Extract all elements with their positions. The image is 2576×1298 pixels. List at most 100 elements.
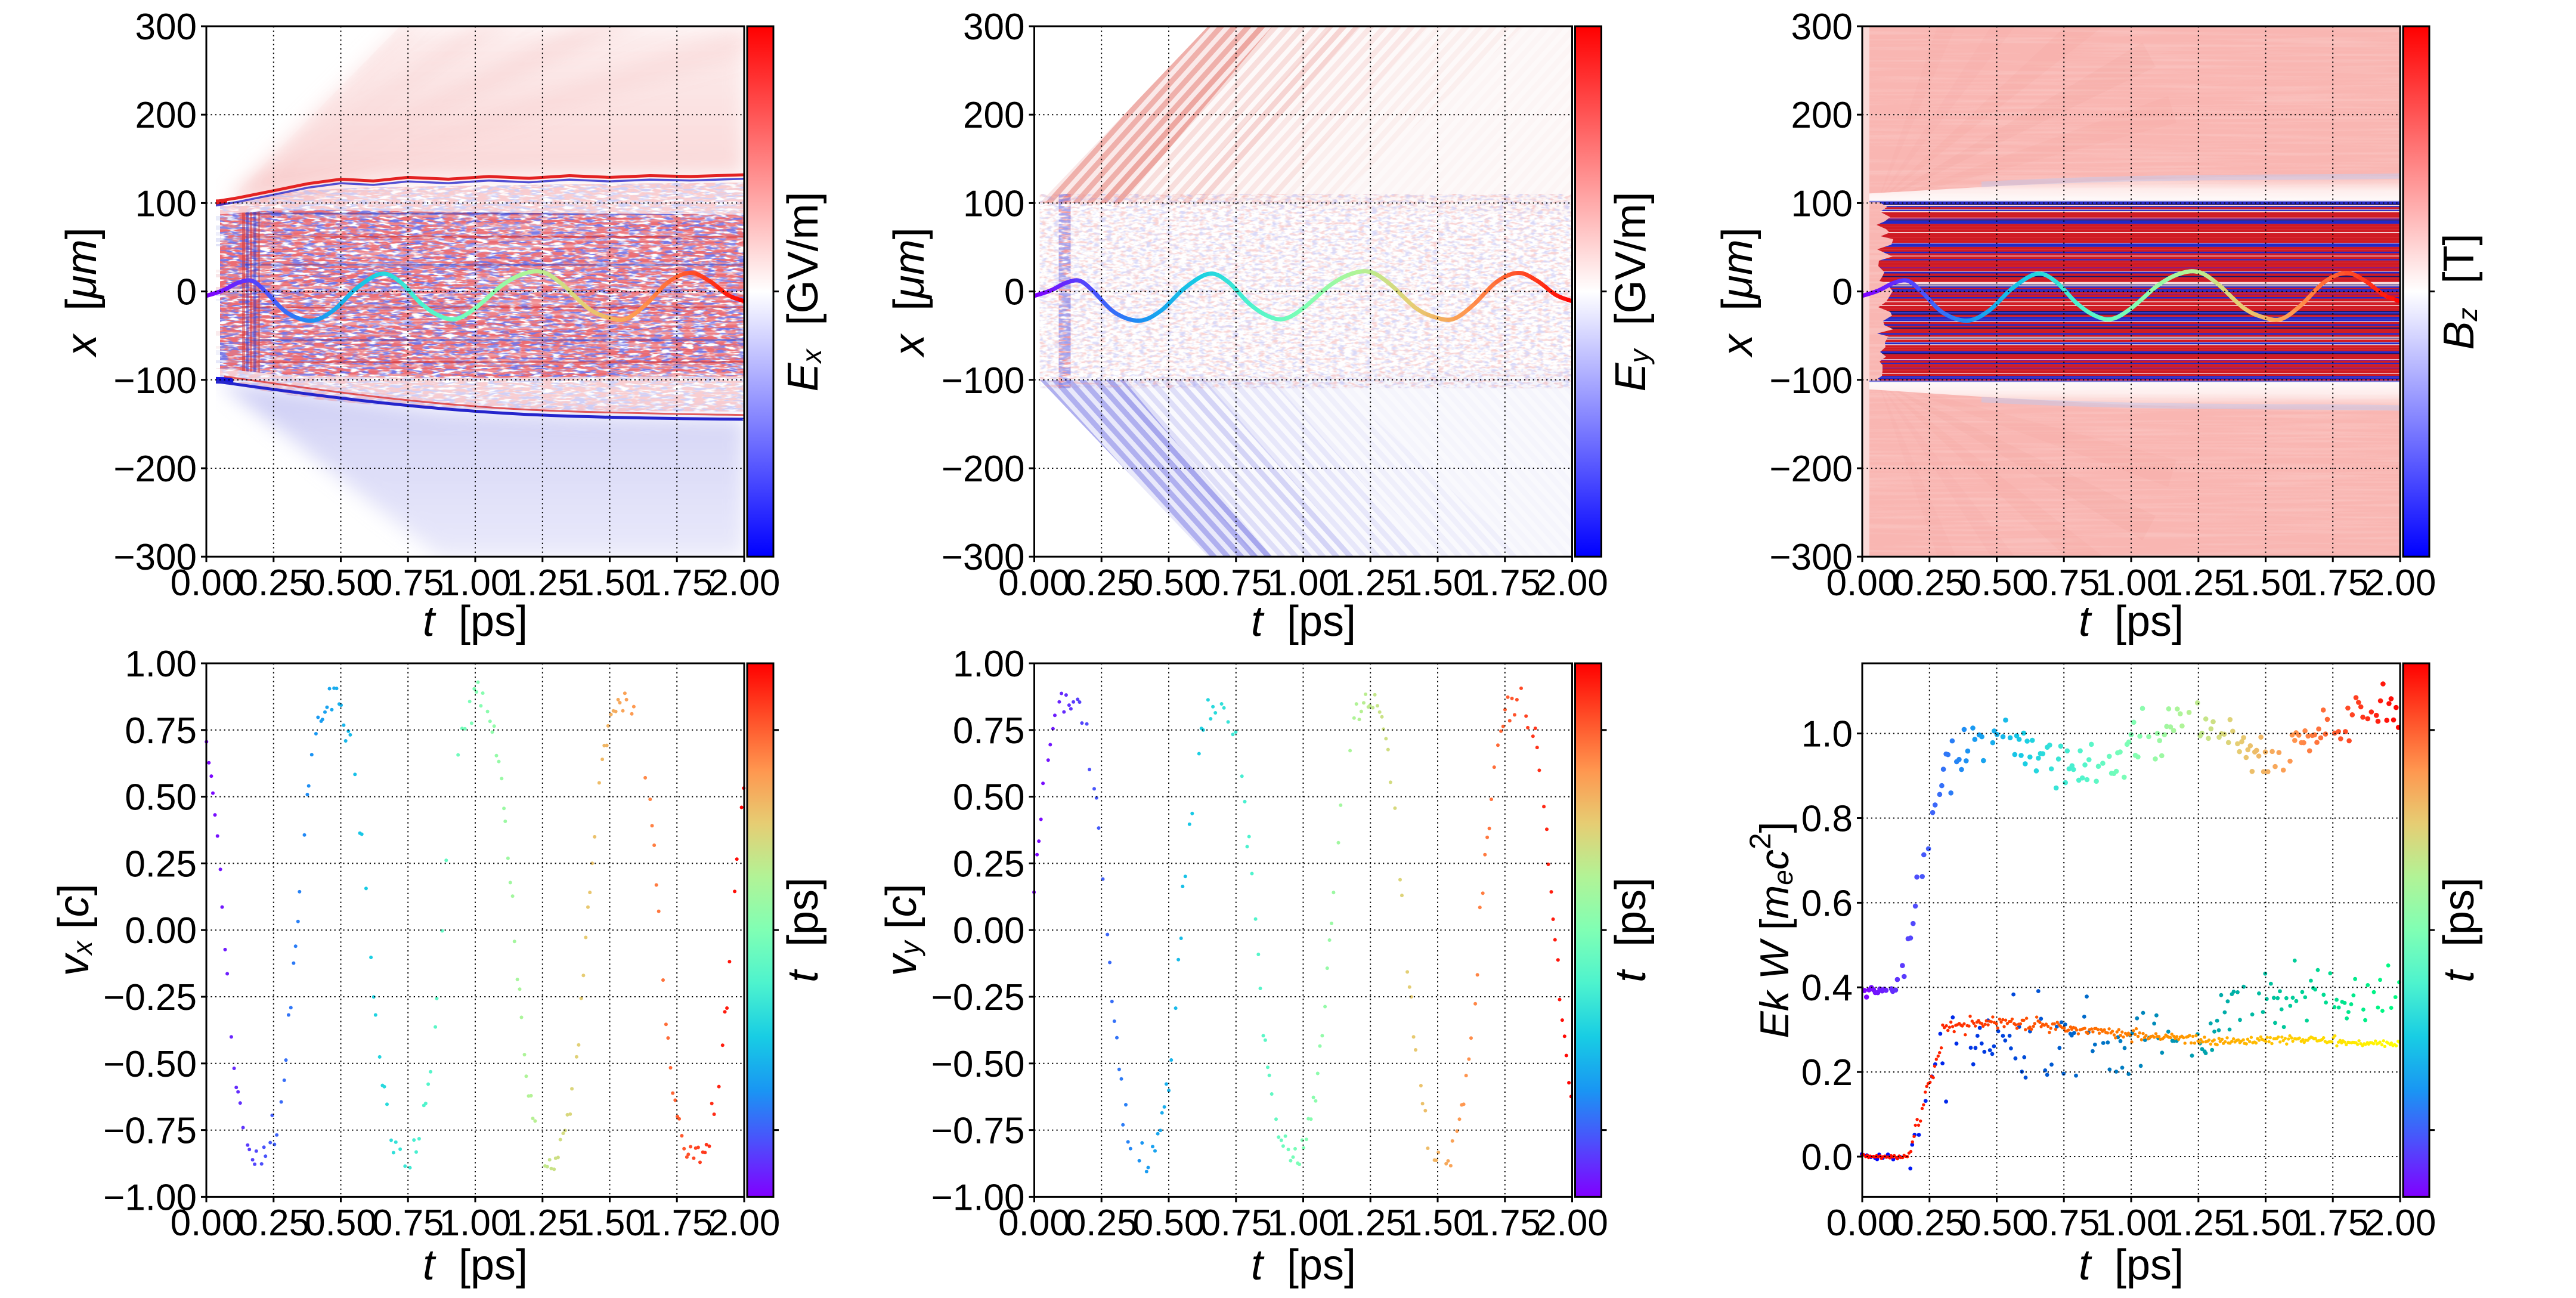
svg-text:2.00: 2.00 <box>2364 1203 2436 1244</box>
svg-text:0.75: 0.75 <box>125 710 197 752</box>
svg-text:0.75: 0.75 <box>953 710 1025 752</box>
svg-text:t [ps]: t [ps] <box>1607 877 1655 982</box>
svg-text:0.25: 0.25 <box>1066 563 1138 604</box>
svg-text:−0.75: −0.75 <box>931 1111 1025 1152</box>
svg-text:0.50: 0.50 <box>1133 1203 1205 1244</box>
svg-text:Bz​ [T]: Bz​ [T] <box>2435 233 2483 350</box>
svg-text:1.50: 1.50 <box>574 1203 646 1244</box>
svg-text:−200: −200 <box>942 449 1025 490</box>
svg-text:1.25: 1.25 <box>2162 563 2234 604</box>
svg-text:−0.75: −0.75 <box>103 1111 197 1152</box>
svg-text:t [ps]: t [ps] <box>779 877 827 982</box>
svg-text:t [ps]: t [ps] <box>423 598 528 645</box>
svg-text:0.25: 0.25 <box>125 843 197 885</box>
svg-text:0.00: 0.00 <box>1826 1203 1899 1244</box>
svg-text:0.75: 0.75 <box>2028 563 2100 604</box>
svg-text:1.75: 1.75 <box>1469 563 1541 604</box>
svg-text:t [ps]: t [ps] <box>2435 877 2483 982</box>
svg-text:1.0: 1.0 <box>1801 714 1853 755</box>
svg-text:0.6: 0.6 <box>1801 883 1853 924</box>
svg-text:1.75: 1.75 <box>641 1203 713 1244</box>
svg-text:0.50: 0.50 <box>305 1203 377 1244</box>
svg-text:1.00: 1.00 <box>1267 563 1339 604</box>
svg-text:−300: −300 <box>113 537 197 578</box>
svg-text:t [ps]: t [ps] <box>1251 598 1356 645</box>
svg-text:100: 100 <box>135 183 197 224</box>
svg-text:1.50: 1.50 <box>1402 1203 1474 1244</box>
svg-text:x [μm]: x [μm] <box>58 227 106 357</box>
svg-text:0.50: 0.50 <box>305 563 377 604</box>
svg-text:0: 0 <box>177 272 197 313</box>
svg-text:1.25: 1.25 <box>1335 1203 1407 1244</box>
svg-text:0.8: 0.8 <box>1801 799 1853 840</box>
svg-text:0.50: 0.50 <box>125 777 197 818</box>
svg-text:0.75: 0.75 <box>1200 1203 1272 1244</box>
svg-text:−300: −300 <box>942 537 1025 578</box>
svg-text:−100: −100 <box>942 360 1025 401</box>
svg-text:1.25: 1.25 <box>506 563 578 604</box>
svg-text:0.0: 0.0 <box>1801 1137 1853 1178</box>
svg-text:−300: −300 <box>1769 537 1853 578</box>
svg-text:1.75: 1.75 <box>641 563 713 604</box>
svg-text:100: 100 <box>1791 183 1853 224</box>
svg-text:0.75: 0.75 <box>372 1203 444 1244</box>
svg-text:−0.50: −0.50 <box>103 1044 197 1085</box>
svg-text:0.50: 0.50 <box>1961 563 2033 604</box>
svg-text:200: 200 <box>135 95 197 136</box>
svg-text:0.25: 0.25 <box>237 1203 309 1244</box>
svg-text:−100: −100 <box>113 360 197 401</box>
svg-text:0.00: 0.00 <box>171 1203 243 1244</box>
svg-text:−200: −200 <box>1769 449 1853 490</box>
svg-text:0.00: 0.00 <box>1826 563 1899 604</box>
svg-text:−1.00: −1.00 <box>931 1177 1025 1218</box>
svg-text:300: 300 <box>135 7 197 48</box>
svg-text:300: 300 <box>963 7 1024 48</box>
svg-text:200: 200 <box>1791 95 1853 136</box>
svg-text:0.2: 0.2 <box>1801 1052 1853 1093</box>
svg-text:0.75: 0.75 <box>372 563 444 604</box>
svg-text:1.75: 1.75 <box>2297 1203 2369 1244</box>
svg-text:1.75: 1.75 <box>2297 563 2369 604</box>
svg-text:x [μm]: x [μm] <box>1714 227 1761 357</box>
svg-text:1.00: 1.00 <box>2095 563 2168 604</box>
svg-text:0.50: 0.50 <box>1961 1203 2033 1244</box>
svg-text:−200: −200 <box>113 449 197 490</box>
svg-text:2.00: 2.00 <box>1536 1203 1608 1244</box>
svg-text:0.25: 0.25 <box>1893 563 1965 604</box>
svg-text:2.00: 2.00 <box>1536 563 1608 604</box>
svg-text:Ey​ [GV/m]: Ey​ [GV/m] <box>1607 191 1655 391</box>
svg-text:Ex​ [GV/m]: Ex​ [GV/m] <box>779 191 827 391</box>
svg-text:0.00: 0.00 <box>171 563 243 604</box>
svg-text:t [ps]: t [ps] <box>423 1241 528 1289</box>
svg-text:−0.25: −0.25 <box>103 977 197 1018</box>
svg-text:0.50: 0.50 <box>1133 563 1205 604</box>
svg-text:0.25: 0.25 <box>1066 1203 1138 1244</box>
svg-text:1.75: 1.75 <box>1469 1203 1541 1244</box>
svg-text:0.25: 0.25 <box>953 843 1025 885</box>
svg-text:t [ps]: t [ps] <box>1251 1241 1356 1289</box>
svg-text:0: 0 <box>1832 272 1853 313</box>
svg-text:1.50: 1.50 <box>2230 563 2302 604</box>
svg-text:0.25: 0.25 <box>1893 1203 1965 1244</box>
svg-text:vy​ [c]: vy​ [c] <box>878 883 925 976</box>
svg-text:300: 300 <box>1791 7 1853 48</box>
svg-text:0.00: 0.00 <box>125 910 197 951</box>
svg-text:−100: −100 <box>1769 360 1853 401</box>
svg-text:0.50: 0.50 <box>953 777 1025 818</box>
svg-text:1.25: 1.25 <box>2162 1203 2234 1244</box>
svg-text:2.00: 2.00 <box>708 563 781 604</box>
svg-text:t [ps]: t [ps] <box>2079 598 2184 645</box>
svg-text:t [ps]: t [ps] <box>2079 1241 2184 1289</box>
svg-text:1.25: 1.25 <box>1335 563 1407 604</box>
svg-text:0: 0 <box>1004 272 1024 313</box>
svg-text:100: 100 <box>963 183 1024 224</box>
svg-text:1.00: 1.00 <box>953 644 1025 685</box>
svg-text:200: 200 <box>963 95 1024 136</box>
svg-text:1.00: 1.00 <box>1267 1203 1339 1244</box>
svg-text:1.25: 1.25 <box>506 1203 578 1244</box>
svg-text:0.75: 0.75 <box>1200 563 1272 604</box>
svg-text:−1.00: −1.00 <box>103 1177 197 1218</box>
svg-text:1.00: 1.00 <box>439 1203 512 1244</box>
svg-text:vx​ [c]: vx​ [c] <box>50 883 98 976</box>
svg-text:−0.25: −0.25 <box>931 977 1025 1018</box>
